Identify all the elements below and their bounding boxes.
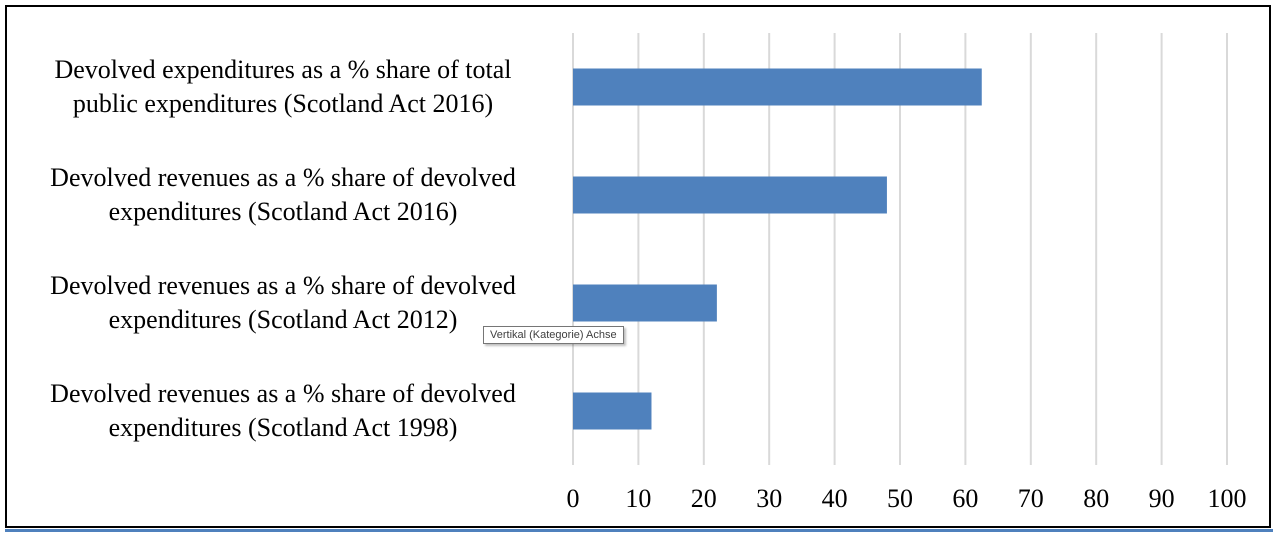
x-tick-label: 40	[822, 484, 848, 513]
x-tick-label: 20	[691, 484, 717, 513]
x-tick-label: 60	[952, 484, 978, 513]
x-tick-label: 30	[756, 484, 782, 513]
bar[interactable]	[573, 68, 982, 106]
value-axis-tick-labels[interactable]: 0 10 20 30 40 50 60 70 80 90 100	[567, 484, 1247, 513]
category-axis-labels[interactable]: Devolved expenditures as a % share of to…	[50, 55, 516, 442]
x-tick-label: 10	[625, 484, 651, 513]
category-label: Devolved revenues as a % share of devolv…	[50, 379, 516, 408]
x-tick-label: 100	[1208, 484, 1247, 513]
category-label: expenditures (Scotland Act 2016)	[109, 197, 458, 226]
category-label: expenditures (Scotland Act 1998)	[109, 413, 458, 442]
category-label: Devolved expenditures as a % share of to…	[54, 55, 511, 84]
bar[interactable]	[573, 392, 652, 430]
bars[interactable]	[573, 68, 982, 430]
x-tick-label: 50	[887, 484, 913, 513]
axis-tooltip: Vertikal (Kategorie) Achse	[483, 326, 624, 344]
x-tick-label: 90	[1149, 484, 1175, 513]
bar[interactable]	[573, 176, 887, 214]
bottom-accent-line	[5, 529, 1273, 532]
x-tick-label: 80	[1083, 484, 1109, 513]
category-label: Devolved revenues as a % share of devolv…	[50, 163, 516, 192]
x-tick-label: 70	[1018, 484, 1044, 513]
category-label: expenditures (Scotland Act 2012)	[109, 305, 458, 334]
bar[interactable]	[573, 284, 717, 322]
x-tick-label: 0	[567, 484, 580, 513]
category-label: Devolved revenues as a % share of devolv…	[50, 271, 516, 300]
category-label: public expenditures (Scotland Act 2016)	[73, 89, 493, 118]
